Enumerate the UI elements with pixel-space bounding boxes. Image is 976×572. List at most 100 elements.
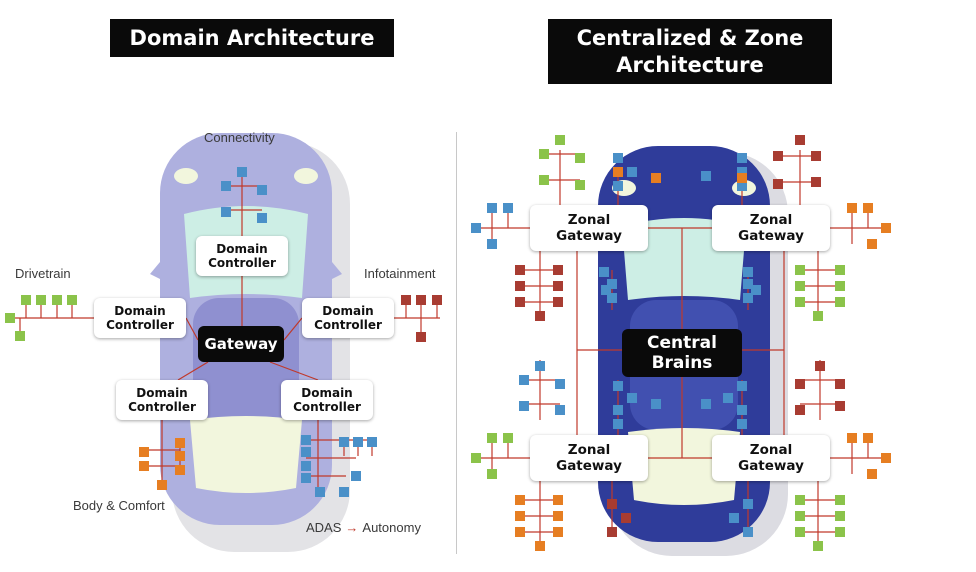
drivetrain-node xyxy=(52,295,62,305)
label-infotainment: Infotainment xyxy=(364,266,436,281)
infotainment-node xyxy=(416,332,426,342)
zone-node-orange xyxy=(881,223,891,233)
zonal-gateway-line2: Gateway xyxy=(556,458,622,474)
zone-node-green xyxy=(555,135,565,145)
zone-node-green xyxy=(503,433,513,443)
zone-node-darkred xyxy=(835,379,845,389)
zone-node-blue xyxy=(627,393,637,403)
zone-node-blue xyxy=(737,181,747,191)
zone-node-orange xyxy=(553,527,563,537)
zone-node-blue xyxy=(601,285,611,295)
zone-node-green xyxy=(813,541,823,551)
zonal-gateway-line1: Zonal xyxy=(749,212,793,228)
zone-node-orange xyxy=(847,433,857,443)
left-car-rear-window xyxy=(190,416,302,493)
zone-node-green xyxy=(795,265,805,275)
zone-node-blue xyxy=(737,153,747,163)
zone-node-blue xyxy=(723,393,733,403)
zone-node-green xyxy=(487,433,497,443)
zone-node-green xyxy=(813,311,823,321)
gateway-link xyxy=(177,361,209,381)
infotainment-node xyxy=(416,295,426,305)
zone-node-darkred xyxy=(553,281,563,291)
label-drivetrain: Drivetrain xyxy=(15,266,71,281)
adas-node xyxy=(301,447,311,457)
zonal-gateway-front-left: Zonal Gateway xyxy=(530,205,648,251)
central-brains-line1: Central xyxy=(647,333,717,353)
zone-node-blue xyxy=(737,167,747,177)
zone-node-orange xyxy=(863,433,873,443)
central-brains-box: Central Brains xyxy=(622,329,742,377)
zone-node-green xyxy=(835,495,845,505)
network-nodes xyxy=(5,135,891,551)
zonal-gateway-rear-right: Zonal Gateway xyxy=(712,435,830,481)
connectivity-node xyxy=(221,181,231,191)
zone-node-orange xyxy=(515,511,525,521)
drivetrain-node xyxy=(67,295,77,305)
adas-node xyxy=(315,487,325,497)
zone-node-blue xyxy=(535,361,545,371)
zone-node-green xyxy=(575,153,585,163)
zone-node-green xyxy=(795,527,805,537)
zone-node-darkred xyxy=(515,297,525,307)
gateway-link xyxy=(185,317,199,341)
zone-node-orange xyxy=(863,203,873,213)
zonal-gateway-front-right: Zonal Gateway xyxy=(712,205,830,251)
zonal-gateway-line2: Gateway xyxy=(738,458,804,474)
zone-node-darkred xyxy=(795,379,805,389)
zone-node-green xyxy=(539,149,549,159)
zone-architecture-title: Centralized & Zone Architecture xyxy=(548,19,832,84)
zone-node-blue xyxy=(613,405,623,415)
domain-controller-line2: Controller xyxy=(208,256,276,270)
zone-node-orange xyxy=(847,203,857,213)
body-comfort-node xyxy=(175,465,185,475)
domain-architecture-title: Domain Architecture xyxy=(110,19,394,57)
zone-node-green xyxy=(835,527,845,537)
zone-node-orange xyxy=(535,541,545,551)
zone-node-blue xyxy=(487,239,497,249)
zonal-gateway-line1: Zonal xyxy=(567,212,611,228)
drivetrain-node xyxy=(21,295,31,305)
adas-node xyxy=(301,461,311,471)
zone-node-blue xyxy=(607,293,617,303)
body-comfort-node xyxy=(175,451,185,461)
zone-node-darkred xyxy=(607,499,617,509)
zone-node-darkred xyxy=(835,401,845,411)
domain-controller-line2: Controller xyxy=(128,400,196,414)
connectivity-node xyxy=(221,207,231,217)
section-divider xyxy=(456,132,457,554)
domain-controller-line1: Domain xyxy=(216,242,268,256)
connectivity-node xyxy=(257,185,267,195)
zone-node-green xyxy=(487,469,497,479)
domain-controller-adas: Domain Controller xyxy=(281,380,373,420)
zone-node-darkred xyxy=(515,281,525,291)
connectivity-node xyxy=(257,213,267,223)
zone-node-blue xyxy=(503,203,513,213)
zonal-gateway-line2: Gateway xyxy=(556,228,622,244)
body-comfort-node xyxy=(175,438,185,448)
zone-node-blue xyxy=(737,405,747,415)
adas-node xyxy=(353,437,363,447)
gateway-box: Gateway xyxy=(198,326,284,362)
zonal-gateway-line2: Gateway xyxy=(738,228,804,244)
zone-node-blue xyxy=(737,419,747,429)
zone-node-orange xyxy=(867,239,877,249)
zone-node-orange xyxy=(737,173,747,183)
drivetrain-node xyxy=(36,295,46,305)
zone-node-blue xyxy=(751,285,761,295)
zone-node-blue xyxy=(729,513,739,523)
adas-node xyxy=(367,437,377,447)
drivetrain-node xyxy=(15,331,25,341)
domain-controller-infotainment: Domain Controller xyxy=(302,298,394,338)
zonal-gateway-line1: Zonal xyxy=(749,442,793,458)
zone-node-darkred xyxy=(607,527,617,537)
adas-node xyxy=(339,437,349,447)
zone-node-green xyxy=(575,180,585,190)
domain-controller-line1: Domain xyxy=(301,386,353,400)
zone-node-green xyxy=(795,495,805,505)
body-comfort-node xyxy=(139,461,149,471)
zone-node-orange xyxy=(515,495,525,505)
zone-node-green xyxy=(835,281,845,291)
zone-node-green xyxy=(835,297,845,307)
zone-node-darkred xyxy=(773,179,783,189)
